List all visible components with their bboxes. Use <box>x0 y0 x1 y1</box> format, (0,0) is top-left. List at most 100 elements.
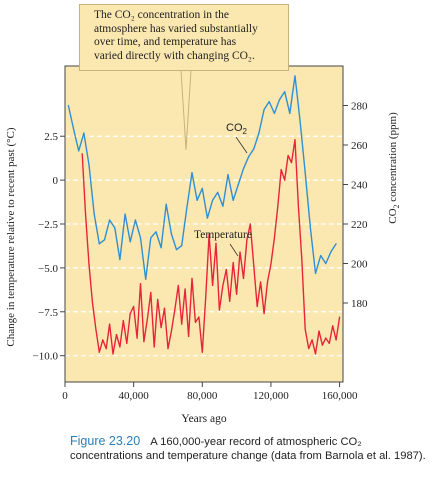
co2-point <box>314 272 317 274</box>
y-left-tick-label: −5.0 <box>38 263 58 275</box>
temperature-point <box>208 233 210 236</box>
y-left-tick-label: 2.5 <box>44 131 58 143</box>
temperature-point <box>308 348 310 350</box>
co2-point <box>284 91 286 93</box>
co2-point <box>103 239 106 241</box>
temperature-point <box>102 339 104 341</box>
co2-point <box>129 241 131 243</box>
temperature-point <box>325 337 327 339</box>
temperature-point <box>335 339 337 341</box>
temperature-point <box>284 179 286 181</box>
co2-point <box>268 100 270 103</box>
co2-point <box>109 219 111 221</box>
temperature-point <box>112 353 114 355</box>
temperature-point <box>160 326 162 329</box>
temperature-point <box>105 348 107 350</box>
temperature-point <box>218 309 221 311</box>
temperature-point <box>287 154 289 157</box>
temperature-point <box>270 263 272 265</box>
co2-series <box>67 75 337 280</box>
y-right-tick-label: 180 <box>351 298 368 310</box>
co2-point <box>232 199 234 201</box>
temperature-point <box>232 262 234 264</box>
temperature-point <box>119 346 121 348</box>
temperature-point <box>321 344 324 346</box>
temperature-point <box>304 328 306 330</box>
temperature-point <box>194 321 197 323</box>
co2-point <box>201 187 203 190</box>
temperature-point <box>170 330 172 332</box>
temperature-point <box>136 337 138 339</box>
y-right-tick-label: 260 <box>351 140 368 152</box>
temperature-point <box>332 325 334 327</box>
x-tick-label: 0 <box>62 390 68 402</box>
co2-point <box>170 233 172 235</box>
co2-point <box>294 75 296 77</box>
co2-point <box>330 251 332 253</box>
temperature-point <box>229 300 231 302</box>
temperature-point <box>256 305 258 308</box>
temperature-point <box>91 302 94 304</box>
co2-point <box>124 213 126 215</box>
temperature-point <box>318 330 320 332</box>
callout-line-4: varied directly with changing CO₂. <box>94 49 255 62</box>
co2-point <box>227 174 229 176</box>
temperature-point <box>81 153 83 155</box>
temperature-series <box>81 138 341 355</box>
temperature-point <box>225 269 227 271</box>
callout-line-3: over time, and temperature has <box>94 36 237 49</box>
temperature-point <box>242 277 245 280</box>
callout-line-1: The CO₂ concentration in the <box>94 9 229 21</box>
temperature-point <box>181 323 183 325</box>
figure-caption: Figure 23.20 A 160,000-year record of atm… <box>70 434 430 463</box>
temperature-point <box>201 351 203 353</box>
temperature-point <box>184 288 186 290</box>
co2-point <box>181 245 183 247</box>
temperature-point <box>273 237 275 239</box>
temperature-point <box>98 351 100 353</box>
co2-point <box>273 112 275 114</box>
temperature-point <box>167 348 169 350</box>
y-right-tick-label: 220 <box>351 219 368 231</box>
temperature-point <box>328 342 330 344</box>
x-axis-title: Years ago <box>181 413 226 425</box>
temperature-point <box>146 318 148 320</box>
temperature-point <box>143 341 145 343</box>
y-left-tick-label: 0 <box>53 175 59 187</box>
temperature-point <box>280 168 282 171</box>
callout-box: The CO₂ concentration in the atmosphere … <box>79 4 289 71</box>
y-left-tick-label: −7.5 <box>38 307 58 319</box>
temperature-point <box>277 205 279 208</box>
temperature-point <box>294 139 296 141</box>
temperature-point <box>163 307 166 309</box>
co2-point <box>222 205 224 207</box>
temperature-point <box>174 309 176 311</box>
temperature-label-leader <box>229 243 239 257</box>
temperature-point <box>139 283 142 285</box>
temperature-point <box>236 293 238 295</box>
co2-point <box>263 108 265 111</box>
temperature-point <box>133 305 135 308</box>
temperature-point <box>239 251 241 253</box>
temperature-point <box>266 281 269 283</box>
co2-point <box>155 231 157 233</box>
co2-point <box>304 172 306 174</box>
co2-point <box>325 262 327 265</box>
temperature-point <box>129 312 131 315</box>
co2-point <box>309 227 311 229</box>
co2-point <box>150 237 152 239</box>
co2-point <box>119 258 121 261</box>
co2-point <box>278 98 281 101</box>
temperature-point <box>115 334 118 336</box>
y-right-tick-label: 280 <box>351 101 368 113</box>
temperature-point <box>314 353 317 355</box>
temperature-point <box>157 298 159 301</box>
temperature-point <box>211 284 214 287</box>
co2-point <box>160 247 162 249</box>
co2-point <box>289 112 291 114</box>
y-right-axis-title: CO2 concentration (ppm) <box>387 112 401 224</box>
temperature-point <box>191 277 193 280</box>
co2-point <box>83 132 85 134</box>
temperature-line <box>81 138 341 355</box>
temperature-point <box>290 161 293 164</box>
